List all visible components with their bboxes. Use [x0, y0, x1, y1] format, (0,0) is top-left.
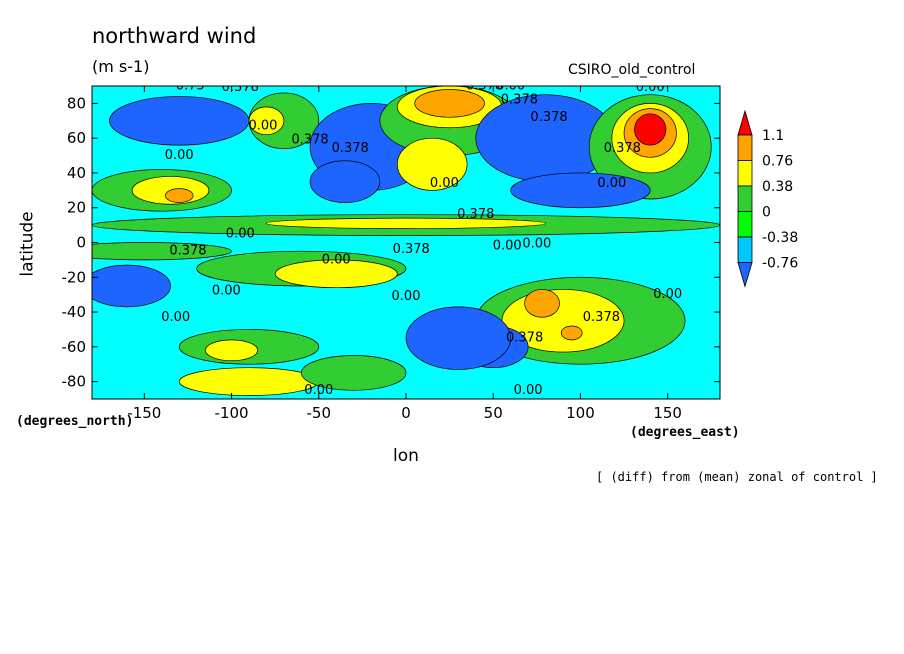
- blob-blue-55s: [405, 306, 512, 370]
- y-tick-label: 60: [67, 129, 86, 147]
- y-tick-label: -60: [62, 338, 87, 356]
- axes-layer: -150 -100 -50 0 50 100 150 80 60 40 20 0 -20 -40 -60 -8…: [62, 86, 720, 422]
- blob-yellow-45n: [396, 137, 468, 191]
- contour-labels-layer: -0.75 0.378 0.3780.000.3780.3780.000.000.3…: [161, 78, 682, 398]
- x-tick-label: -50: [307, 404, 332, 422]
- band-yellow-eq-n: [266, 217, 546, 229]
- x-axis-label: lon: [393, 446, 419, 466]
- contour-label: 0.00: [226, 226, 255, 241]
- blob-orange-35s: [524, 289, 560, 318]
- contour-label: 0.378: [466, 78, 503, 93]
- y-tick-label: -40: [62, 303, 87, 321]
- contour-label: 0.378: [530, 110, 567, 125]
- x-axis-units: (degrees_east): [630, 425, 740, 440]
- contour-label: 0.378: [393, 242, 430, 257]
- colorbar-label: -0.76: [762, 256, 798, 272]
- blob-yellow-18s: [274, 259, 398, 289]
- colorbar: 1.1 0.76 0.38 0 -0.38 -0.76: [737, 109, 798, 288]
- colorbar-segment: [737, 236, 753, 263]
- colorbar-label: 0: [762, 205, 771, 221]
- blob-red-ne: [634, 113, 667, 146]
- contour-label: 0.378: [332, 141, 369, 156]
- contour-label: 0.00: [212, 284, 241, 299]
- blob-blue-30n: [510, 172, 651, 209]
- contour-label: 0.00: [597, 176, 626, 191]
- y-tick-label: 20: [67, 199, 86, 217]
- contour-label: 0.00: [304, 383, 333, 398]
- colorbar-extend-top: [737, 109, 753, 136]
- blob-blue-35n: [309, 160, 381, 203]
- y-axis-units: (degrees_north): [16, 414, 134, 429]
- colorbar-label: 1.1: [762, 128, 784, 144]
- y-tick-label: -80: [62, 373, 87, 391]
- x-tick-label: -100: [215, 404, 249, 422]
- contour-label: 0.00: [430, 176, 459, 191]
- x-tick-label: 150: [653, 404, 682, 422]
- chart-title: northward wind: [92, 24, 257, 48]
- footnote: [ (diff) from (mean) zonal of control ]: [596, 470, 878, 484]
- contour-label: 0.378: [583, 310, 620, 325]
- contour-label: 0.00: [522, 237, 551, 252]
- blob-orange-30n: [164, 188, 194, 203]
- colorbar-segment: [737, 160, 753, 187]
- blob-yellow-62s: [205, 339, 259, 362]
- contour-label: 0.00: [514, 383, 543, 398]
- band-green-eq-s: [92, 242, 232, 261]
- contour-label: 0.00: [653, 287, 682, 302]
- contour-label: 0.378: [604, 141, 641, 156]
- contour-label: 0.00: [322, 252, 351, 267]
- y-tick-label: -20: [62, 268, 87, 286]
- blob-blue-25s: [92, 264, 171, 308]
- blob-nw-blue: [109, 96, 250, 146]
- contour-label: 0.00: [161, 310, 190, 325]
- field-layer: [92, 86, 720, 399]
- contour-label: 0.00: [165, 148, 194, 163]
- x-tick-label: 100: [566, 404, 595, 422]
- y-tick-label: 0: [76, 234, 86, 252]
- y-axis-label: latitude: [17, 211, 38, 277]
- contour-label: 0.378: [222, 80, 259, 95]
- colorbar-label: -0.38: [762, 230, 798, 246]
- blob-yellow-80s: [178, 367, 320, 396]
- x-tick-label: 0: [401, 404, 411, 422]
- contour-label: 0.00: [636, 80, 665, 95]
- x-tick-label: -150: [127, 404, 161, 422]
- x-tick-label: 50: [484, 404, 503, 422]
- contour-label: 0.378: [291, 132, 328, 147]
- colorbar-segment: [737, 211, 753, 238]
- contour-label: 0.378: [169, 244, 206, 259]
- dataset-label: CSIRO_old_control: [568, 62, 696, 78]
- contour-label: 0.00: [248, 118, 277, 133]
- contour-label: -0.75: [171, 78, 205, 93]
- blob-yellow-70n: [248, 106, 285, 136]
- colorbar-label: 0.76: [762, 154, 793, 170]
- colorbar-label: 0.38: [762, 179, 793, 195]
- blob-orange-80n: [414, 89, 485, 118]
- contour-label: 0.00: [496, 78, 525, 93]
- contour-label: 0.00: [392, 289, 421, 304]
- contour-label: 0.378: [506, 331, 543, 346]
- blob-green-75s: [300, 355, 407, 391]
- blob-orange-52s: [560, 325, 583, 341]
- colorbar-segment: [737, 185, 753, 212]
- contour-label: 0.378: [457, 207, 494, 222]
- y-tick-label: 80: [67, 94, 86, 112]
- contour-label: 0.378: [501, 92, 538, 107]
- colorbar-extend-bottom: [737, 262, 753, 288]
- colorbar-segment: [737, 134, 753, 161]
- contour-label: 0.00: [493, 238, 522, 253]
- units-label: (m s-1): [92, 57, 150, 76]
- y-tick-label: 40: [67, 164, 86, 182]
